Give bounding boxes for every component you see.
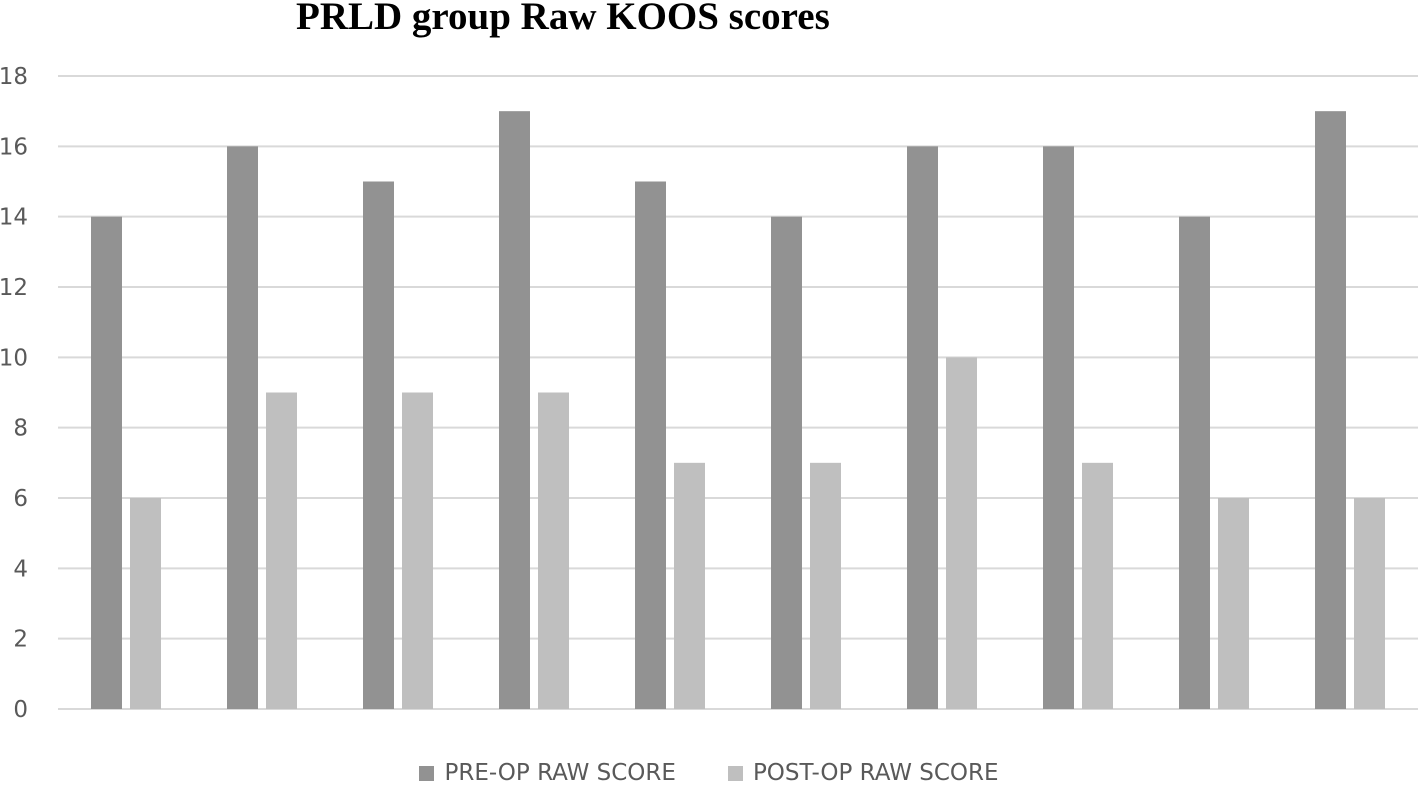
- legend-swatch-post-op: [727, 765, 743, 781]
- y-tick-label: 8: [13, 416, 28, 442]
- bar-pre-op-8: [1043, 146, 1074, 710]
- chart-title: PRLD group Raw KOOS scores: [296, 0, 830, 38]
- y-tick-label: 0: [13, 697, 28, 723]
- bar-post-op-7: [946, 357, 977, 709]
- bar-pre-op-9: [1179, 216, 1210, 709]
- y-tick-label: 4: [13, 556, 28, 582]
- bar-pre-op-2: [227, 146, 258, 710]
- bar-post-op-9: [1218, 498, 1249, 709]
- bar-post-op-5: [674, 462, 705, 709]
- bar-post-op-4: [538, 392, 569, 709]
- bar-post-op-3: [402, 392, 433, 709]
- bar-pre-op-5: [635, 181, 666, 709]
- bar-pre-op-3: [363, 181, 394, 709]
- bar-pre-op-4: [499, 111, 530, 709]
- legend-label-post-op: POST-OP RAW SCORE: [752, 760, 999, 786]
- bar-pre-op-1: [91, 216, 122, 709]
- bar-post-op-10: [1354, 498, 1385, 709]
- y-tick-label: 18: [0, 64, 28, 90]
- y-tick-label: 12: [0, 275, 28, 301]
- y-tick-label: 2: [13, 627, 28, 653]
- y-tick-label: 14: [0, 205, 28, 231]
- bars: [91, 111, 1385, 710]
- legend-swatch-pre-op: [419, 765, 435, 781]
- legend-label-pre-op: PRE-OP RAW SCORE: [444, 760, 676, 786]
- bar-pre-op-7: [907, 146, 938, 710]
- bar-post-op-1: [130, 498, 161, 709]
- bar-post-op-8: [1082, 462, 1113, 709]
- legend-item-pre-op: PRE-OP RAW SCORE: [419, 760, 676, 786]
- bar-pre-op-10: [1315, 111, 1346, 709]
- bar-chart: 0 2 4 6 8 10 12 14 16 18: [0, 64, 1418, 723]
- gridlines: [58, 75, 1418, 710]
- bar-pre-op-6: [771, 216, 802, 709]
- legend-item-post-op: POST-OP RAW SCORE: [727, 760, 999, 786]
- y-axis-tick-labels: 0 2 4 6 8 10 12 14 16 18: [0, 64, 28, 723]
- y-tick-label: 10: [0, 345, 28, 371]
- bar-post-op-2: [266, 392, 297, 709]
- bar-post-op-6: [810, 462, 841, 709]
- legend: PRE-OP RAW SCORE POST-OP RAW SCORE: [0, 756, 1418, 790]
- y-tick-label: 6: [13, 486, 28, 512]
- y-tick-label: 16: [0, 134, 28, 160]
